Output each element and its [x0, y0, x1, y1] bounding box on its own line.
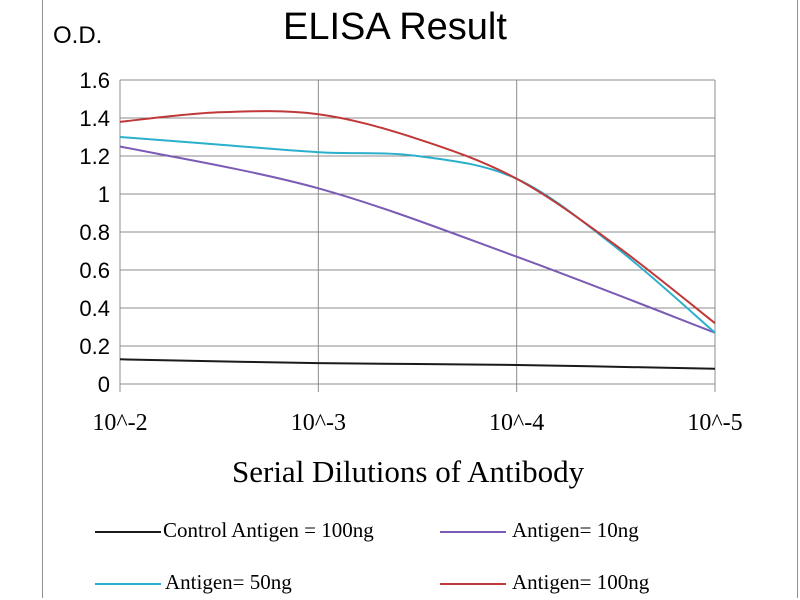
- legend-label-antigen-10ng: Antigen= 10ng: [512, 518, 639, 542]
- y-tick-label: 1: [98, 182, 110, 207]
- legend-item-antigen-100ng: Antigen= 100ng: [440, 570, 690, 596]
- legend-swatch-antigen-100ng: [440, 583, 506, 585]
- y-tick-label: 0.6: [79, 258, 110, 283]
- chart-frame: [42, 0, 798, 598]
- legend-label-antigen-100ng: Antigen= 100ng: [512, 570, 650, 594]
- legend-item-control-antigen: Control Antigen = 100ng: [95, 518, 425, 544]
- y-tick-label: 0.8: [79, 220, 110, 245]
- x-axis-label: Serial Dilutions of Antibody: [232, 454, 585, 489]
- series-line-antigen-10ng: [119, 145, 716, 334]
- series-line-control-antigen: [119, 358, 716, 370]
- x-tick-label: 10^-3: [291, 410, 346, 436]
- x-tick-label: 10^-5: [687, 410, 742, 436]
- legend-swatch-control-antigen: [95, 531, 161, 533]
- y-tick-label: 0.4: [79, 296, 110, 321]
- legend-item-antigen-50ng: Antigen= 50ng: [95, 570, 355, 596]
- y-tick-label: 1.2: [79, 144, 110, 169]
- series-line-antigen-50ng: [119, 136, 716, 334]
- y-tick-label: 0.2: [79, 334, 110, 359]
- y-tick-label: 0: [98, 372, 110, 397]
- legend-swatch-antigen-50ng: [95, 583, 161, 585]
- y-tick-label: 1.6: [79, 68, 110, 93]
- legend-swatch-antigen-10ng: [440, 531, 506, 533]
- x-tick-label: 10^-4: [489, 410, 544, 436]
- x-tick-label: 10^-2: [92, 410, 147, 436]
- legend-label-antigen-50ng: Antigen= 50ng: [165, 570, 292, 594]
- legend-label-control-antigen: Control Antigen = 100ng: [163, 518, 374, 542]
- series-line-antigen-100ng: [119, 110, 716, 324]
- legend-item-antigen-10ng: Antigen= 10ng: [440, 518, 680, 544]
- chart-title: ELISA Result: [283, 6, 507, 48]
- y-tick-label: 1.4: [79, 106, 110, 131]
- y-axis-label: O.D.: [53, 22, 103, 49]
